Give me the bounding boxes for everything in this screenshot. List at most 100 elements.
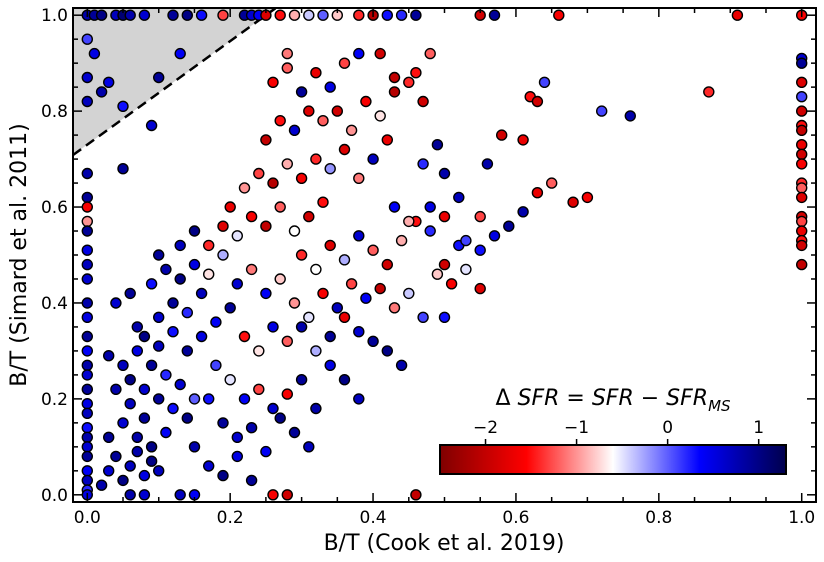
- data-point: [381, 9, 393, 21]
- data-point: [260, 287, 272, 300]
- data-point: [460, 234, 472, 247]
- data-point: [181, 306, 194, 319]
- y-tick-label: 0.8: [41, 102, 68, 122]
- data-point: [431, 268, 444, 280]
- data-point: [152, 311, 165, 323]
- data-point: [167, 9, 179, 21]
- data-point: [245, 422, 258, 434]
- data-point: [145, 441, 158, 453]
- data-point: [138, 9, 151, 21]
- data-point: [295, 172, 308, 185]
- data-point: [238, 393, 251, 405]
- data-point: [260, 220, 272, 232]
- data-point: [81, 215, 94, 228]
- data-point: [281, 158, 293, 170]
- data-point: [131, 321, 144, 333]
- data-point: [138, 383, 151, 395]
- data-point: [553, 9, 565, 21]
- data-point: [210, 359, 222, 371]
- data-point: [338, 311, 351, 323]
- data-point: [81, 201, 94, 213]
- data-point: [388, 71, 401, 84]
- data-point: [102, 350, 115, 362]
- data-point: [152, 71, 165, 84]
- data-point: [231, 278, 244, 290]
- data-point: [167, 297, 179, 309]
- data-point: [81, 225, 94, 237]
- data-point: [81, 244, 94, 256]
- data-point: [353, 326, 365, 338]
- data-point: [81, 422, 94, 434]
- data-point: [124, 489, 136, 501]
- data-point: [438, 210, 451, 223]
- data-point: [81, 369, 94, 381]
- data-point: [624, 110, 636, 122]
- colorbar-gradient: [439, 444, 787, 475]
- data-point: [417, 311, 429, 323]
- data-point: [503, 220, 515, 232]
- data-point: [395, 234, 408, 247]
- data-point: [81, 95, 94, 108]
- data-point: [796, 90, 808, 103]
- data-point: [317, 9, 329, 21]
- axis-ticks: 0.0 0.2 0.4 0.6 0.8 1.0 0.0 0.2 0.4 0.6 0.8 1.0: [41, 6, 816, 528]
- data-point: [338, 254, 351, 266]
- data-point: [102, 431, 115, 443]
- x-tick-label: 0.6: [502, 508, 529, 528]
- data-point: [188, 258, 201, 271]
- data-point: [403, 76, 415, 89]
- data-point: [317, 114, 329, 127]
- colorbar-ticks: −2 −1 0 1: [473, 418, 764, 445]
- data-point: [202, 460, 215, 472]
- data-point: [224, 201, 236, 213]
- data-point: [395, 359, 408, 371]
- data-point: [95, 479, 108, 491]
- colorbar-tick-label: −1: [564, 418, 589, 438]
- data-point: [231, 431, 244, 443]
- data-point: [517, 134, 529, 146]
- data-point: [231, 450, 244, 463]
- data-point: [188, 441, 201, 453]
- x-tick-label: 0.4: [360, 508, 387, 528]
- data-point: [117, 417, 129, 429]
- data-point: [345, 124, 358, 137]
- data-point: [245, 210, 258, 223]
- data-point: [217, 9, 229, 21]
- data-point: [253, 345, 265, 357]
- data-point: [81, 167, 94, 180]
- data-point: [81, 273, 94, 285]
- data-point: [195, 287, 208, 300]
- data-point: [438, 258, 451, 271]
- data-point: [360, 292, 372, 304]
- data-point: [131, 431, 144, 443]
- y-tick-label: 0.2: [41, 390, 68, 410]
- data-point: [81, 474, 94, 487]
- data-point: [417, 158, 429, 170]
- data-point: [324, 239, 336, 252]
- data-point: [796, 76, 808, 89]
- data-point: [303, 210, 315, 223]
- data-point: [388, 201, 401, 213]
- data-point: [288, 9, 301, 21]
- data-point: [181, 9, 194, 21]
- data-point: [410, 489, 422, 501]
- data-point: [303, 9, 315, 21]
- data-point: [81, 407, 94, 419]
- data-point: [410, 9, 422, 21]
- plot-area: [73, 8, 816, 502]
- data-point: [81, 345, 94, 357]
- data-point: [438, 167, 451, 180]
- data-point: [410, 66, 422, 79]
- data-point: [231, 230, 244, 242]
- data-point: [188, 225, 201, 237]
- data-point: [531, 186, 544, 199]
- data-point: [81, 71, 94, 84]
- data-point: [331, 302, 343, 314]
- data-point: [202, 268, 215, 280]
- data-point: [460, 263, 472, 276]
- data-point: [217, 417, 229, 429]
- data-point: [238, 182, 251, 194]
- data-point: [88, 47, 101, 60]
- data-point: [431, 138, 444, 151]
- data-point: [138, 412, 151, 424]
